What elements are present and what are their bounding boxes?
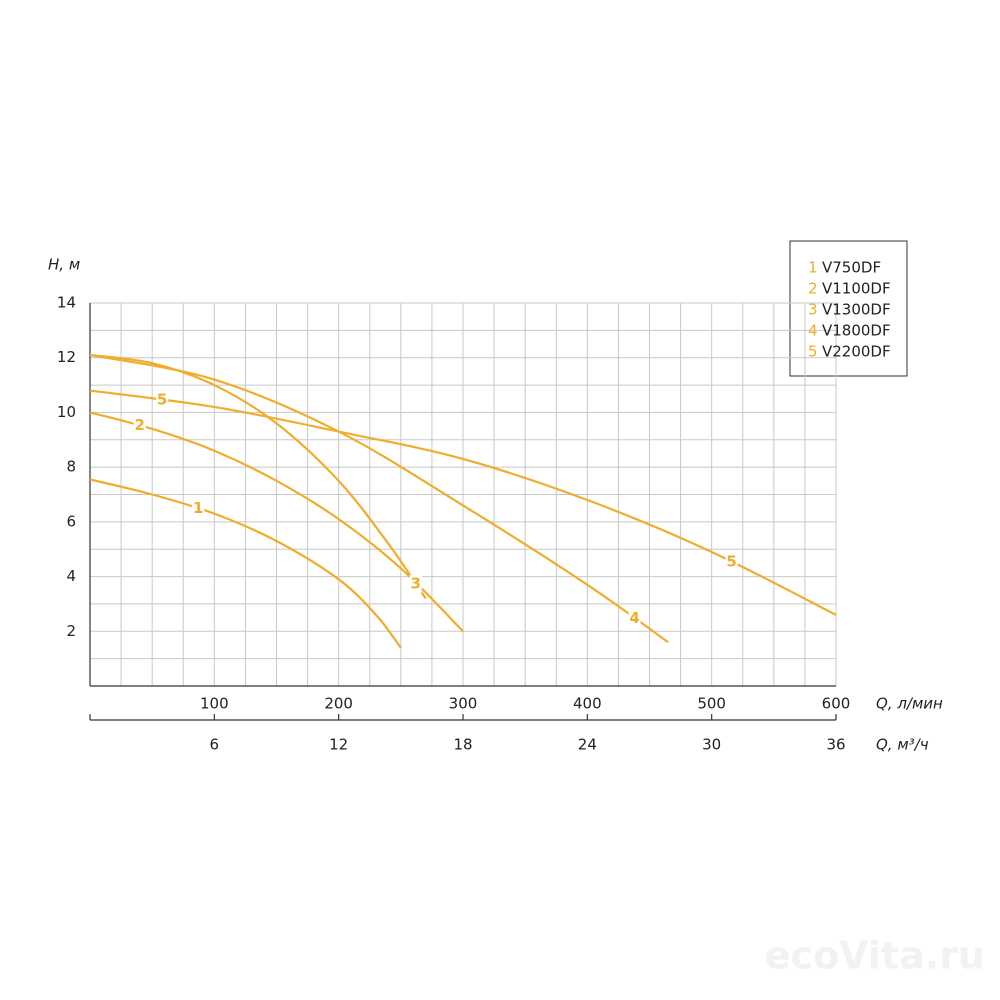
y-tick-label: 4 bbox=[66, 567, 76, 585]
curve bbox=[89, 389, 837, 616]
x-axis-label: Q, л/мин bbox=[876, 695, 943, 713]
curve-label: 4 bbox=[629, 609, 639, 627]
x2-tick-label: 6 bbox=[210, 736, 220, 754]
legend-box bbox=[789, 240, 908, 377]
legend-number: 2 bbox=[808, 280, 818, 298]
y-tick-label: 10 bbox=[57, 403, 76, 421]
legend-label: V750DF bbox=[822, 259, 881, 277]
curve bbox=[89, 353, 427, 600]
curve bbox=[89, 353, 669, 644]
curve-label-bg bbox=[409, 574, 422, 593]
curve bbox=[89, 411, 464, 633]
legend-label: V1100DF bbox=[822, 280, 891, 298]
x-tick-label: 500 bbox=[697, 695, 726, 713]
y-tick-label: 8 bbox=[66, 458, 76, 476]
legend-number: 1 bbox=[808, 259, 818, 277]
legend-label: V1800DF bbox=[822, 322, 891, 340]
y-axis-label: H, м bbox=[48, 256, 80, 274]
y-tick-label: 14 bbox=[57, 294, 76, 312]
y-tick-label: 2 bbox=[66, 622, 76, 640]
legend-label: V2200DF bbox=[822, 343, 891, 361]
x-tick-label: 400 bbox=[573, 695, 602, 713]
watermark: ecoVita.ru bbox=[765, 934, 985, 978]
x2-axis-label: Q, м³/ч bbox=[876, 736, 929, 754]
curve-label: 3 bbox=[411, 574, 421, 592]
x2-tick-label: 30 bbox=[702, 736, 721, 754]
curve-label-bg bbox=[133, 416, 146, 435]
x-tick-label: 200 bbox=[324, 695, 353, 713]
curve bbox=[89, 478, 402, 649]
legend-number: 5 bbox=[808, 343, 818, 361]
x-tick-label: 600 bbox=[822, 695, 851, 713]
curve-label-bg bbox=[628, 609, 641, 628]
legend-number: 4 bbox=[808, 322, 818, 340]
x-tick-label: 100 bbox=[200, 695, 229, 713]
legend-label: V1300DF bbox=[822, 301, 891, 319]
x2-tick-label: 12 bbox=[329, 736, 348, 754]
legend-number: 3 bbox=[808, 301, 818, 319]
y-tick-label: 6 bbox=[66, 512, 76, 530]
curve-label: 2 bbox=[135, 416, 145, 434]
x2-tick-label: 18 bbox=[453, 736, 472, 754]
curve-label-bg bbox=[156, 391, 169, 410]
curve-label: 1 bbox=[193, 499, 203, 517]
x-tick-label: 300 bbox=[449, 695, 478, 713]
x2-tick-label: 36 bbox=[826, 736, 845, 754]
x2-tick-label: 24 bbox=[578, 736, 597, 754]
curve-label: 5 bbox=[157, 391, 167, 409]
curve-label-bg bbox=[192, 499, 205, 518]
curve-label-bg bbox=[725, 553, 738, 572]
y-tick-label: 12 bbox=[57, 348, 76, 366]
curve-label: 5 bbox=[726, 553, 736, 571]
